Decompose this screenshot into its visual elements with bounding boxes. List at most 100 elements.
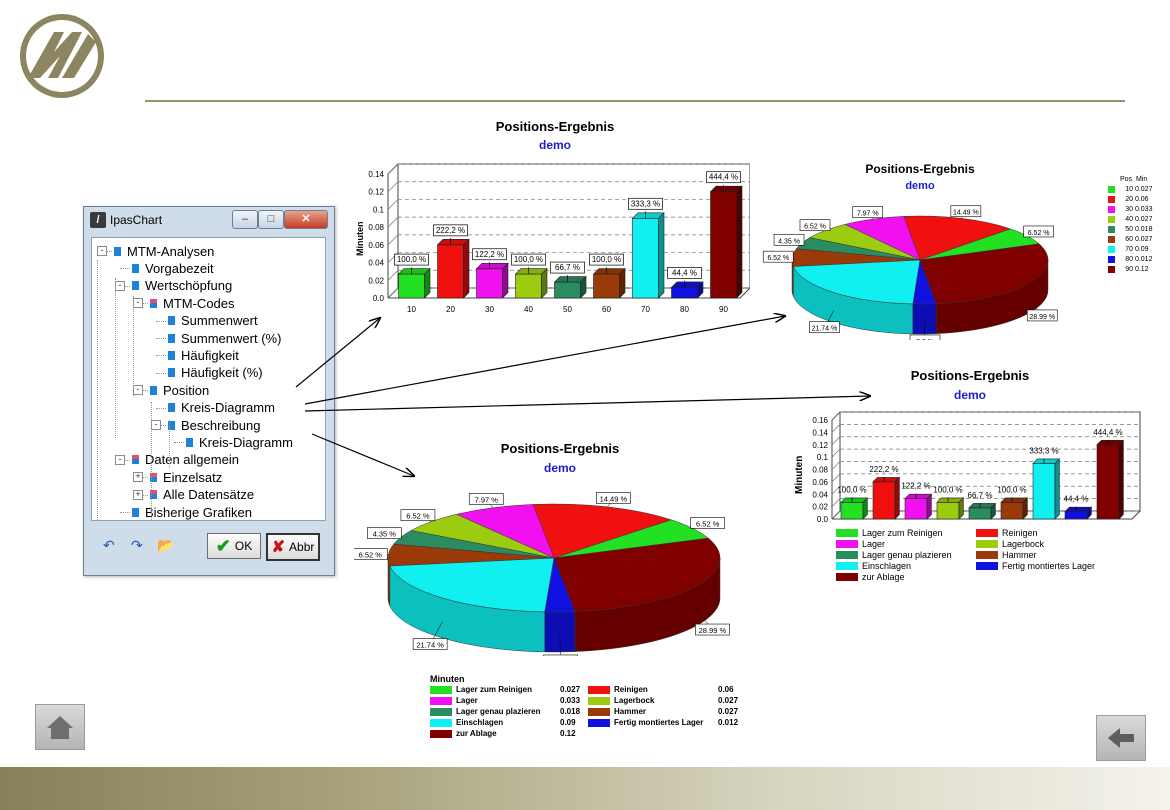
slice-label-box bbox=[1023, 225, 1054, 238]
ok-button[interactable]: ✔ OK bbox=[207, 533, 261, 559]
cancel-button[interactable]: ✘ Abbr bbox=[266, 533, 320, 561]
grid-line bbox=[831, 411, 841, 421]
tree-node-label: Bisherige Grafiken bbox=[145, 504, 252, 520]
tree-node-icon bbox=[132, 281, 139, 291]
slice-label: 21.74 % bbox=[812, 326, 838, 333]
tree-node-icon bbox=[132, 263, 139, 273]
legend-item: Fertig montiertes Lager 0.012 bbox=[588, 718, 738, 727]
bar bbox=[631, 212, 665, 299]
data-label: 333,3 % bbox=[1029, 446, 1058, 455]
tree-node[interactable]: Daten allgemein bbox=[132, 451, 239, 469]
tree-connector bbox=[138, 390, 148, 392]
legend-label: Lager bbox=[862, 539, 886, 549]
close-button[interactable]: ✕ bbox=[284, 210, 328, 229]
slice-label-box bbox=[809, 321, 840, 334]
tree-node[interactable]: Wertschöpfung bbox=[132, 277, 232, 295]
grid-line bbox=[387, 216, 399, 228]
legend-label: Lager genau plazieren bbox=[456, 707, 541, 716]
y-tick-label: 0.0 bbox=[373, 294, 385, 303]
pie-chart-2-legend: Lager zum Reinigen 0.027 Reinigen 0.06 Lager… bbox=[430, 685, 750, 741]
legend-value: 0.027 bbox=[718, 696, 739, 705]
tree-connector bbox=[156, 425, 166, 426]
undo-icon[interactable]: ↶ bbox=[103, 537, 115, 553]
data-label: 122,2 % bbox=[475, 250, 504, 259]
grid-line bbox=[831, 473, 841, 483]
tree-node-label: Beschreibung bbox=[181, 417, 261, 433]
tree-node[interactable]: MTM-Codes bbox=[150, 294, 235, 312]
minimize-button[interactable]: – bbox=[232, 210, 258, 229]
back-button[interactable] bbox=[1096, 715, 1146, 761]
bar bbox=[936, 497, 965, 520]
grid-line bbox=[831, 436, 841, 445]
home-button[interactable] bbox=[35, 704, 85, 750]
legend-item: Lager 0.033 bbox=[430, 696, 580, 705]
tree-node[interactable]: Kreis-Diagramm bbox=[186, 433, 293, 451]
grid-line bbox=[831, 486, 841, 495]
tree-node[interactable]: Bisherige Grafiken bbox=[132, 503, 252, 520]
slice-label: 6.52 % bbox=[359, 551, 383, 560]
slice-label: 7.97 % bbox=[857, 211, 879, 218]
slice-label-box bbox=[852, 206, 884, 218]
legend-pos: 10 bbox=[1125, 186, 1133, 193]
legend-swatch bbox=[976, 540, 998, 548]
tree-view[interactable]: MTM-Analysen - Vorgabezeit Wertschöpfung - MT… bbox=[91, 237, 326, 521]
y-tick-label: 0.14 bbox=[368, 170, 384, 179]
legend-item: Lager bbox=[836, 539, 885, 549]
tree-node[interactable]: Beschreibung bbox=[168, 416, 261, 434]
collapse-icon[interactable]: - bbox=[115, 454, 125, 465]
data-label-box bbox=[706, 171, 741, 184]
data-label: 44,4 % bbox=[672, 268, 697, 277]
legend-min: 0.033 bbox=[1134, 206, 1153, 213]
legend-label: Einschlagen bbox=[862, 561, 912, 571]
tree-connector bbox=[156, 338, 166, 339]
open-folder-icon[interactable]: 📂 bbox=[157, 537, 175, 553]
legend-item: Lager genau plazieren bbox=[836, 550, 952, 560]
legend-pos: 60 bbox=[1125, 236, 1133, 243]
expand-icon[interactable]: + bbox=[133, 472, 143, 483]
y-tick-label: 0.02 bbox=[368, 276, 384, 285]
tree-node[interactable]: Kreis-Diagramm bbox=[168, 399, 275, 417]
legend-pos: 30 bbox=[1125, 206, 1133, 213]
chart4-subtitle: demo bbox=[543, 461, 576, 475]
slice-label-box bbox=[354, 548, 388, 560]
pie-slice bbox=[919, 243, 1049, 304]
legend-swatch bbox=[430, 718, 452, 727]
tree-node[interactable]: Häufigkeit bbox=[168, 346, 239, 364]
grid-line bbox=[387, 181, 399, 192]
slice-label: 6.52 % bbox=[767, 255, 789, 262]
expand-icon[interactable]: + bbox=[133, 489, 143, 500]
tree-node[interactable]: MTM-Analysen bbox=[114, 242, 214, 260]
tree-connector bbox=[169, 420, 170, 468]
tree-node[interactable]: Häufigkeit (%) bbox=[168, 364, 263, 382]
maximize-button[interactable]: □ bbox=[258, 210, 284, 229]
legend-value: 0.09 bbox=[560, 718, 576, 727]
legend-label: Reinigen bbox=[614, 685, 648, 694]
tree-node[interactable]: Summenwert bbox=[168, 312, 258, 330]
tree-node[interactable]: Einzelsatz bbox=[150, 468, 222, 486]
data-label: 66,7 % bbox=[555, 263, 580, 272]
data-label: 333,3 % bbox=[631, 199, 660, 208]
data-label-box bbox=[628, 197, 663, 210]
legend-item: Hammer 0.027 bbox=[588, 707, 738, 716]
tree-node-icon bbox=[168, 333, 175, 343]
legend-min: 0.027 bbox=[1134, 236, 1153, 243]
legend-swatch bbox=[836, 562, 858, 570]
tree-node[interactable]: Position bbox=[150, 381, 209, 399]
tree-connector bbox=[120, 268, 130, 270]
tree-node[interactable]: Alle Datensätze bbox=[150, 486, 254, 504]
slice-label-box bbox=[695, 623, 730, 636]
collapse-icon[interactable]: - bbox=[97, 246, 107, 256]
y-tick-label: 0.08 bbox=[368, 223, 384, 232]
data-label: 100,0 % bbox=[997, 485, 1026, 494]
legend-item: Lagerbock 0.027 bbox=[588, 696, 738, 705]
slice-label-box bbox=[690, 517, 726, 529]
tree-node[interactable]: Summenwert (%) bbox=[168, 329, 281, 347]
legend-item: Lager genau plazieren 0.018 bbox=[430, 707, 580, 716]
legend-value: 0.012 bbox=[718, 718, 739, 727]
legend-item: 70 0.09 bbox=[1108, 246, 1149, 253]
window-titlebar[interactable]: / IpasChart – □ ✕ bbox=[84, 207, 334, 233]
legend-pos: 90 bbox=[1125, 266, 1133, 273]
tree-connector bbox=[133, 296, 134, 396]
tree-node[interactable]: Vorgabezeit bbox=[132, 259, 214, 277]
redo-icon[interactable]: ↷ bbox=[131, 537, 143, 553]
